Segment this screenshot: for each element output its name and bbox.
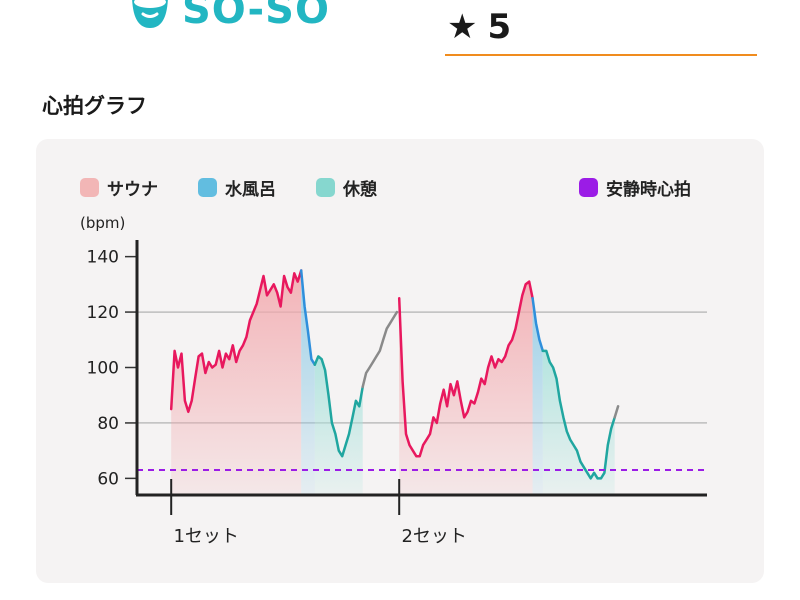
legend-item-resting-hr: 安静時心拍 bbox=[579, 175, 691, 200]
series-lines bbox=[169, 269, 620, 480]
series-line-transition-7 bbox=[613, 405, 620, 419]
legend-label-cold-bath: 水風呂 bbox=[225, 180, 276, 200]
axes: 60 80 100 120 140 1セット 2セット bbox=[87, 240, 707, 547]
area-cold-1 bbox=[301, 270, 315, 495]
legend-label-sauna: サウナ bbox=[107, 180, 158, 200]
legend-item-sauna: サウナ bbox=[80, 175, 158, 200]
set-label-1: 1セット bbox=[173, 526, 238, 547]
legend-label-rest: 休憩 bbox=[343, 180, 377, 200]
area-rest-6 bbox=[542, 350, 615, 495]
y-axis-unit: (bpm) bbox=[80, 214, 125, 232]
star-icon: ★ bbox=[447, 7, 478, 47]
section-title: 心拍グラフ bbox=[42, 94, 147, 118]
series-line-cold-1 bbox=[299, 269, 317, 366]
y-tick-label-140: 140 bbox=[87, 248, 119, 268]
area-cold-5 bbox=[532, 298, 543, 495]
legend-item-rest: 休憩 bbox=[316, 175, 377, 200]
y-tick-label-100: 100 bbox=[87, 359, 119, 379]
legend-swatch-rest bbox=[316, 178, 335, 197]
y-tick-label-60: 60 bbox=[97, 469, 119, 489]
mood-header: SO-SO bbox=[128, 0, 330, 32]
y-tick-label-80: 80 bbox=[97, 414, 119, 434]
area-rest-2 bbox=[314, 356, 363, 495]
series-line-sauna-0 bbox=[169, 269, 303, 414]
mood-label: SO-SO bbox=[182, 0, 330, 33]
area-sauna-4 bbox=[399, 281, 533, 495]
series-line-transition-3 bbox=[361, 310, 399, 389]
series-line-rest-2 bbox=[313, 355, 364, 458]
rating-value: 5 bbox=[487, 7, 512, 47]
legend-item-cold-bath: 水風呂 bbox=[198, 175, 276, 200]
area-sauna-0 bbox=[171, 270, 302, 495]
sauna-face-icon bbox=[132, 0, 168, 28]
area-fills bbox=[171, 270, 615, 495]
series-line-cold-5 bbox=[531, 296, 545, 353]
legend-swatch-sauna bbox=[80, 178, 99, 197]
y-tick-label-120: 120 bbox=[87, 303, 119, 323]
series-line-sauna-4 bbox=[397, 280, 534, 458]
rating-field: ★ 5 bbox=[445, 0, 757, 56]
series-line-rest-6 bbox=[541, 349, 616, 480]
legend-label-resting-hr: 安静時心拍 bbox=[606, 180, 691, 200]
set-label-2: 2セット bbox=[401, 526, 466, 547]
legend-swatch-resting-hr bbox=[579, 178, 598, 197]
legend-swatch-cold-bath bbox=[198, 178, 217, 197]
